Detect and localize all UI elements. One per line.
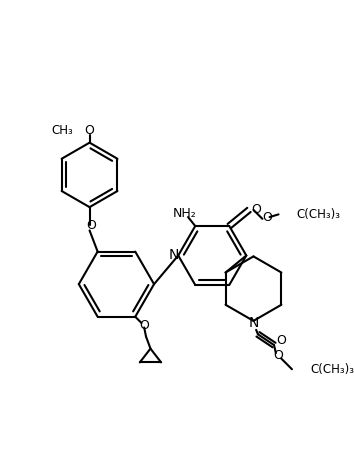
Text: O: O — [86, 219, 96, 232]
Text: C(CH₃)₃: C(CH₃)₃ — [296, 208, 341, 221]
Text: O: O — [276, 334, 286, 347]
Text: N: N — [248, 315, 259, 329]
Text: CH₃: CH₃ — [52, 124, 73, 137]
Text: O: O — [262, 211, 272, 224]
Text: N: N — [169, 249, 179, 263]
Text: NH₂: NH₂ — [173, 207, 196, 220]
Text: O: O — [251, 204, 261, 216]
Text: O: O — [139, 319, 149, 332]
Text: C(CH₃)₃: C(CH₃)₃ — [310, 363, 354, 376]
Text: O: O — [85, 124, 95, 137]
Text: O: O — [274, 349, 284, 362]
